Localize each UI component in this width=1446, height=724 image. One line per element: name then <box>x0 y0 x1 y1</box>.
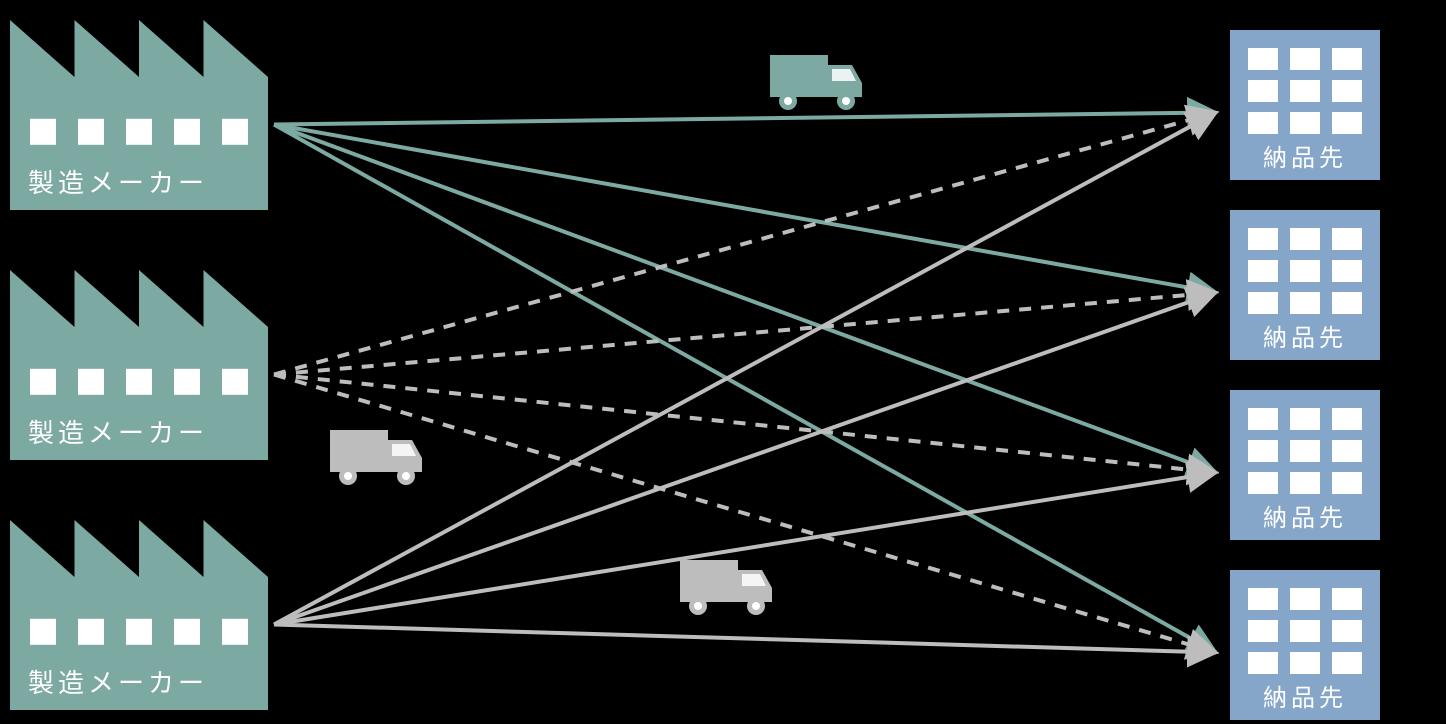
dest-window <box>1248 292 1278 314</box>
factory-window <box>126 119 152 145</box>
dest-window <box>1332 80 1362 102</box>
edge-f3-d4 <box>274 625 1216 653</box>
dest-window <box>1290 292 1320 314</box>
dest-window <box>1332 440 1362 462</box>
factory-window <box>126 619 152 645</box>
dest-label: 納品先 <box>1263 505 1347 532</box>
edge-f1-d2 <box>274 125 1216 293</box>
dest-window <box>1332 48 1362 70</box>
factory-window <box>30 119 56 145</box>
dest-window <box>1290 112 1320 134</box>
factory-window <box>126 369 152 395</box>
dest-window <box>1248 408 1278 430</box>
dest-window <box>1332 652 1362 674</box>
dest-window <box>1248 80 1278 102</box>
factory-window <box>222 619 248 645</box>
destination-d2: 納品先 <box>1230 210 1380 360</box>
factory-f3: 製造メーカー <box>10 520 268 710</box>
edge-f1-d1 <box>274 113 1216 125</box>
dest-window <box>1332 292 1362 314</box>
factory-window <box>30 619 56 645</box>
factory-f1: 製造メーカー <box>10 20 268 210</box>
factory-window <box>30 369 56 395</box>
dest-window <box>1290 48 1320 70</box>
dest-window <box>1290 260 1320 282</box>
truck-icon <box>770 55 862 110</box>
factory-window <box>174 119 200 145</box>
truck-icon <box>330 430 422 485</box>
dest-window <box>1290 228 1320 250</box>
factory-window <box>222 119 248 145</box>
factory-label: 製造メーカー <box>28 418 208 448</box>
factory-window <box>222 369 248 395</box>
dest-window <box>1290 440 1320 462</box>
dest-label: 納品先 <box>1263 325 1347 352</box>
edge-f2-d4 <box>274 375 1216 653</box>
dest-window <box>1332 260 1362 282</box>
dest-label: 納品先 <box>1263 685 1347 712</box>
dest-window <box>1290 408 1320 430</box>
dest-window <box>1248 472 1278 494</box>
dest-window <box>1332 228 1362 250</box>
factory-window <box>174 369 200 395</box>
dest-window <box>1290 80 1320 102</box>
destination-d4: 納品先 <box>1230 570 1380 720</box>
dest-window <box>1248 112 1278 134</box>
factory-label: 製造メーカー <box>28 668 208 698</box>
edge-f2-d2 <box>274 293 1216 375</box>
dest-window <box>1290 620 1320 642</box>
dest-window <box>1248 228 1278 250</box>
dest-window <box>1248 260 1278 282</box>
factory-window <box>174 619 200 645</box>
truck-icon <box>680 560 772 615</box>
dest-window <box>1248 440 1278 462</box>
dest-label: 納品先 <box>1263 145 1347 172</box>
dest-window <box>1332 408 1362 430</box>
factory-f2: 製造メーカー <box>10 270 268 460</box>
dest-window <box>1248 620 1278 642</box>
destination-d3: 納品先 <box>1230 390 1380 540</box>
factory-label: 製造メーカー <box>28 168 208 198</box>
dest-window <box>1290 588 1320 610</box>
dest-window <box>1248 652 1278 674</box>
factory-window <box>78 119 104 145</box>
destination-d1: 納品先 <box>1230 30 1380 180</box>
dest-window <box>1248 48 1278 70</box>
factory-window <box>78 619 104 645</box>
dest-window <box>1332 588 1362 610</box>
dest-window <box>1290 472 1320 494</box>
dest-window <box>1248 588 1278 610</box>
dest-window <box>1332 472 1362 494</box>
supply-chain-diagram: 製造メーカー製造メーカー製造メーカー納品先納品先納品先納品先 <box>0 0 1446 724</box>
dest-window <box>1332 620 1362 642</box>
dest-window <box>1290 652 1320 674</box>
dest-window <box>1332 112 1362 134</box>
factory-window <box>78 369 104 395</box>
edge-f1-d3 <box>274 125 1216 473</box>
